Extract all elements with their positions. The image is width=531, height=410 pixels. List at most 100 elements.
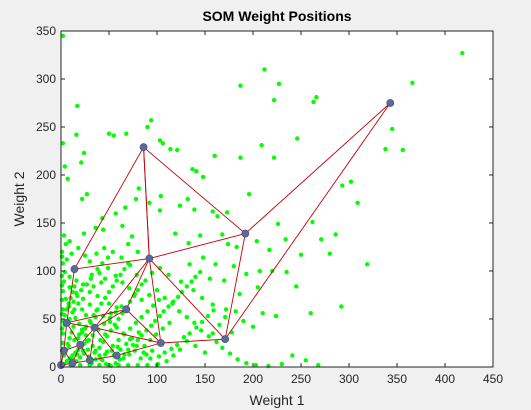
input-point	[91, 284, 96, 289]
input-point	[185, 196, 190, 202]
input-point	[115, 344, 120, 349]
input-point	[103, 352, 108, 357]
input-point	[113, 211, 118, 216]
input-point	[184, 314, 189, 320]
input-point	[60, 307, 66, 312]
input-point	[166, 272, 171, 277]
input-point	[206, 334, 211, 339]
input-point	[199, 295, 205, 301]
input-point	[94, 251, 99, 256]
input-point	[319, 237, 324, 242]
input-point	[106, 131, 112, 136]
input-point	[187, 262, 192, 267]
input-point	[348, 179, 354, 184]
input-point	[383, 146, 388, 152]
input-point	[102, 245, 107, 251]
input-point	[126, 261, 131, 266]
neuron-node	[386, 99, 395, 107]
input-point	[178, 279, 184, 284]
input-point	[73, 315, 78, 321]
input-point	[283, 237, 288, 242]
input-point	[60, 141, 66, 146]
input-point	[93, 225, 98, 230]
input-point	[110, 343, 116, 349]
input-point	[267, 247, 272, 253]
input-point	[78, 362, 83, 368]
input-point	[238, 155, 243, 160]
input-point	[189, 279, 194, 284]
neighbor-link	[149, 233, 246, 259]
input-point	[157, 208, 163, 213]
input-point	[177, 347, 183, 352]
input-point	[158, 193, 163, 199]
input-point	[75, 103, 80, 109]
input-point	[310, 219, 315, 225]
input-point	[64, 307, 70, 312]
neighbor-link	[160, 338, 226, 344]
input-point	[106, 301, 112, 306]
input-point	[103, 295, 108, 301]
input-point	[67, 274, 72, 279]
input-point	[294, 284, 299, 289]
input-point	[214, 339, 219, 345]
input-point	[167, 320, 172, 325]
input-point	[74, 132, 79, 137]
x-tick-label: 350	[387, 372, 407, 386]
input-point	[127, 352, 132, 357]
input-point	[220, 345, 225, 350]
input-point	[59, 249, 65, 254]
input-point	[244, 361, 249, 366]
input-point	[205, 313, 211, 319]
neighbor-link	[63, 322, 68, 351]
neighbor-link	[89, 327, 96, 361]
input-point	[355, 200, 360, 205]
neighbor-link	[94, 258, 150, 328]
input-point	[135, 337, 140, 343]
input-point	[175, 294, 181, 300]
input-point	[77, 332, 82, 337]
input-point	[247, 192, 252, 197]
input-point	[241, 318, 246, 324]
input-point	[79, 160, 84, 165]
input-point	[135, 249, 140, 254]
input-point	[71, 324, 76, 329]
y-tick-label: 0	[49, 360, 56, 374]
input-point	[200, 174, 206, 180]
input-point	[233, 309, 238, 314]
neighbor-link	[94, 327, 161, 344]
neighbor-link	[74, 146, 144, 270]
neuron-node	[241, 229, 250, 238]
input-point	[66, 301, 71, 306]
input-point	[107, 319, 113, 325]
input-point	[80, 282, 86, 287]
input-point	[103, 276, 108, 281]
input-point	[114, 305, 119, 310]
input-point	[127, 326, 133, 331]
input-point	[120, 280, 125, 285]
input-point	[83, 313, 89, 318]
input-point	[160, 141, 165, 146]
input-point	[194, 169, 199, 174]
input-point	[122, 266, 127, 272]
input-point	[87, 302, 93, 307]
input-point	[235, 357, 240, 362]
input-point	[193, 274, 198, 279]
input-point	[118, 347, 123, 352]
input-point	[190, 167, 195, 172]
input-point	[150, 348, 155, 353]
input-point	[160, 326, 165, 331]
input-point	[109, 348, 115, 353]
input-point	[116, 362, 121, 368]
input-point	[176, 309, 182, 314]
input-point	[223, 314, 228, 320]
neuron-node	[112, 351, 121, 360]
input-point	[147, 292, 152, 298]
input-point	[157, 313, 163, 319]
input-point	[66, 343, 71, 349]
input-point	[271, 155, 277, 160]
input-point	[275, 221, 281, 227]
input-point	[290, 353, 295, 358]
input-point	[81, 231, 87, 236]
neuron-node	[90, 323, 99, 332]
input-point	[308, 311, 313, 316]
